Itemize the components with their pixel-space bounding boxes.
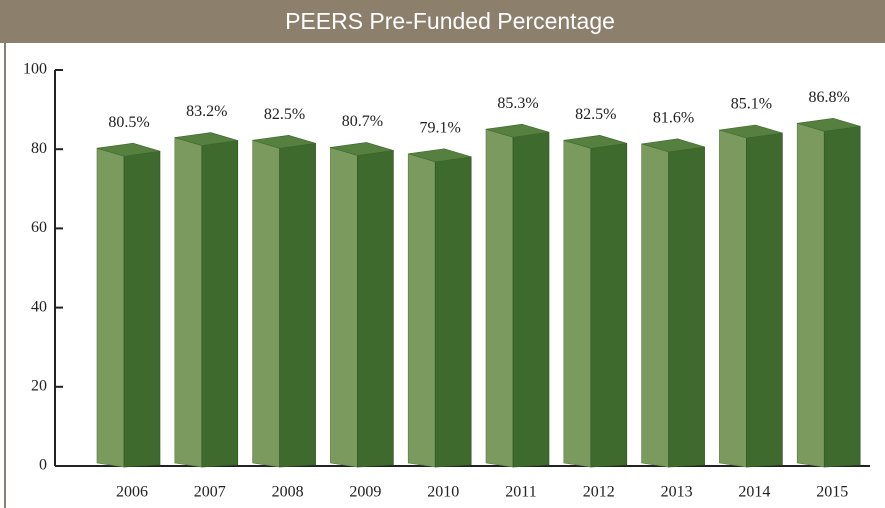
bar-side bbox=[641, 143, 669, 468]
bar-top bbox=[797, 117, 861, 132]
bar-side bbox=[485, 128, 514, 468]
bar bbox=[434, 156, 472, 468]
bar-top bbox=[485, 123, 550, 138]
data-label: 85.1% bbox=[731, 96, 772, 113]
x-tick-label: 2012 bbox=[583, 484, 615, 501]
bar-side bbox=[407, 153, 436, 468]
y-tick-label: 0 bbox=[39, 457, 47, 474]
x-tick-label: 2007 bbox=[194, 484, 226, 501]
y-tick-label: 60 bbox=[31, 219, 47, 236]
bar-side bbox=[719, 129, 747, 468]
bar bbox=[201, 140, 239, 468]
y-tick-label: 40 bbox=[31, 298, 47, 315]
bar-top bbox=[408, 148, 472, 163]
bar bbox=[746, 132, 783, 468]
x-tick-label: 2010 bbox=[427, 484, 459, 501]
y-tick-label: 100 bbox=[23, 61, 47, 78]
y-tick-label: 20 bbox=[31, 377, 47, 394]
bar-top bbox=[252, 134, 316, 149]
data-label: 80.7% bbox=[342, 113, 383, 130]
bar-side bbox=[796, 122, 825, 468]
x-tick-label: 2006 bbox=[116, 484, 148, 501]
bar-side bbox=[96, 147, 125, 468]
data-label: 85.3% bbox=[497, 95, 538, 112]
bar-side bbox=[174, 137, 203, 468]
title-banner bbox=[0, 0, 885, 43]
bar-top bbox=[563, 134, 627, 149]
x-tick-label: 2013 bbox=[661, 484, 693, 501]
bar-side bbox=[330, 147, 358, 468]
bar-top bbox=[719, 124, 783, 139]
bar-top bbox=[641, 138, 705, 153]
bar bbox=[512, 131, 550, 468]
bar-top bbox=[174, 132, 238, 146]
x-tick-label: 2009 bbox=[349, 484, 381, 501]
data-label: 80.5% bbox=[108, 114, 149, 131]
bar-side bbox=[563, 139, 592, 468]
bar bbox=[357, 150, 394, 468]
data-label: 86.8% bbox=[809, 89, 850, 106]
data-label: 82.5% bbox=[264, 106, 305, 123]
x-tick-label: 2011 bbox=[505, 484, 536, 501]
chart-title: PEERS Pre-Funded Percentage bbox=[285, 8, 615, 34]
bar bbox=[668, 146, 705, 468]
bar-top bbox=[330, 142, 394, 156]
bar-side bbox=[252, 139, 280, 468]
data-label: 81.6% bbox=[653, 110, 694, 127]
y-tick-label: 80 bbox=[31, 140, 47, 157]
data-label: 83.2% bbox=[186, 103, 227, 120]
bar bbox=[823, 125, 861, 468]
data-label: 82.5% bbox=[575, 106, 616, 123]
bar bbox=[123, 150, 161, 468]
x-tick-label: 2008 bbox=[272, 484, 304, 501]
bar-top bbox=[96, 142, 161, 157]
bar bbox=[279, 142, 316, 468]
x-tick-label: 2015 bbox=[816, 484, 848, 501]
data-label: 79.1% bbox=[420, 119, 461, 136]
x-tick-label: 2014 bbox=[738, 484, 770, 501]
bar bbox=[590, 142, 628, 468]
